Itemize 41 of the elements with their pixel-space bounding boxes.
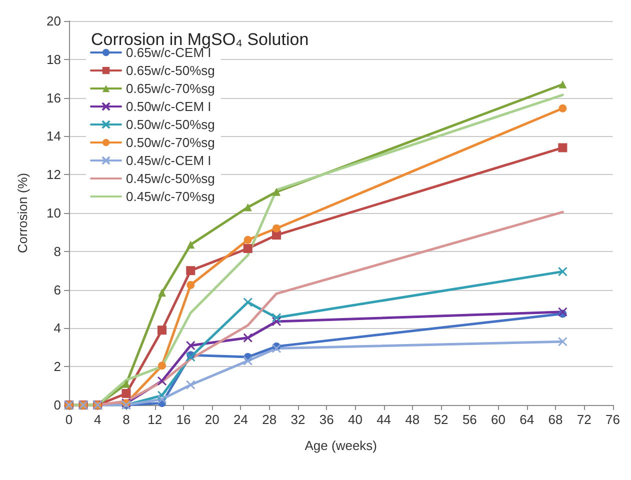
- legend-label: 0.65w/c-70%sg: [126, 81, 215, 96]
- y-tick-label: 16: [46, 90, 61, 106]
- x-tick-label: 20: [204, 412, 220, 427]
- x-tick-label: 16: [176, 412, 191, 427]
- x-tick-label: 36: [319, 412, 334, 427]
- x-tick-label: 56: [462, 412, 477, 427]
- y-tick-label: 12: [46, 167, 61, 182]
- x-tick-label: 32: [290, 412, 306, 427]
- x-tick-label: 60: [491, 412, 506, 427]
- y-tick-label: 2: [54, 359, 61, 374]
- x-tick-label: 40: [348, 412, 362, 427]
- y-tick-label: 20: [46, 14, 61, 28]
- legend-label: 0.50w/c-CEM I: [126, 99, 212, 114]
- x-tick-label: 72: [576, 412, 592, 427]
- legend-label: 0.50w/c-70%sg: [126, 135, 215, 150]
- x-tick-label: 48: [405, 412, 420, 427]
- x-tick-label: 8: [122, 412, 130, 427]
- x-tick-label: 28: [262, 412, 277, 427]
- y-tick-label: 6: [54, 282, 61, 298]
- legend-label: 0.45w/c-CEM I: [126, 153, 212, 168]
- x-tick-label: 44: [376, 412, 392, 427]
- legend-label: 0.45w/c-70%sg: [126, 189, 215, 204]
- y-tick-label: 4: [54, 320, 61, 336]
- x-tick-label: 52: [434, 412, 448, 427]
- legend-label: 0.50w/c-50%sg: [126, 117, 215, 132]
- x-tick-label: 68: [548, 412, 563, 427]
- x-tick-label: 76: [606, 412, 620, 427]
- y-tick-label: 18: [46, 52, 61, 67]
- y-tick-label: 8: [54, 244, 61, 259]
- x-axis-title: Age (weeks): [304, 438, 378, 453]
- x-tick-label: 4: [94, 412, 102, 427]
- y-tick-label: 10: [46, 206, 61, 220]
- y-axis-title: Corrosion (%): [15, 172, 30, 254]
- legend-label: 0.45w/c-50%sg: [126, 171, 215, 186]
- x-tick-label: 24: [233, 412, 248, 427]
- y-tick-label: 0: [54, 398, 61, 412]
- legend-label: 0.65w/c-50%sg: [126, 63, 215, 78]
- x-tick-label: 64: [520, 412, 534, 427]
- x-tick-label: 0: [65, 412, 73, 427]
- y-tick-label: 14: [46, 128, 61, 144]
- x-tick-label: 12: [148, 412, 162, 427]
